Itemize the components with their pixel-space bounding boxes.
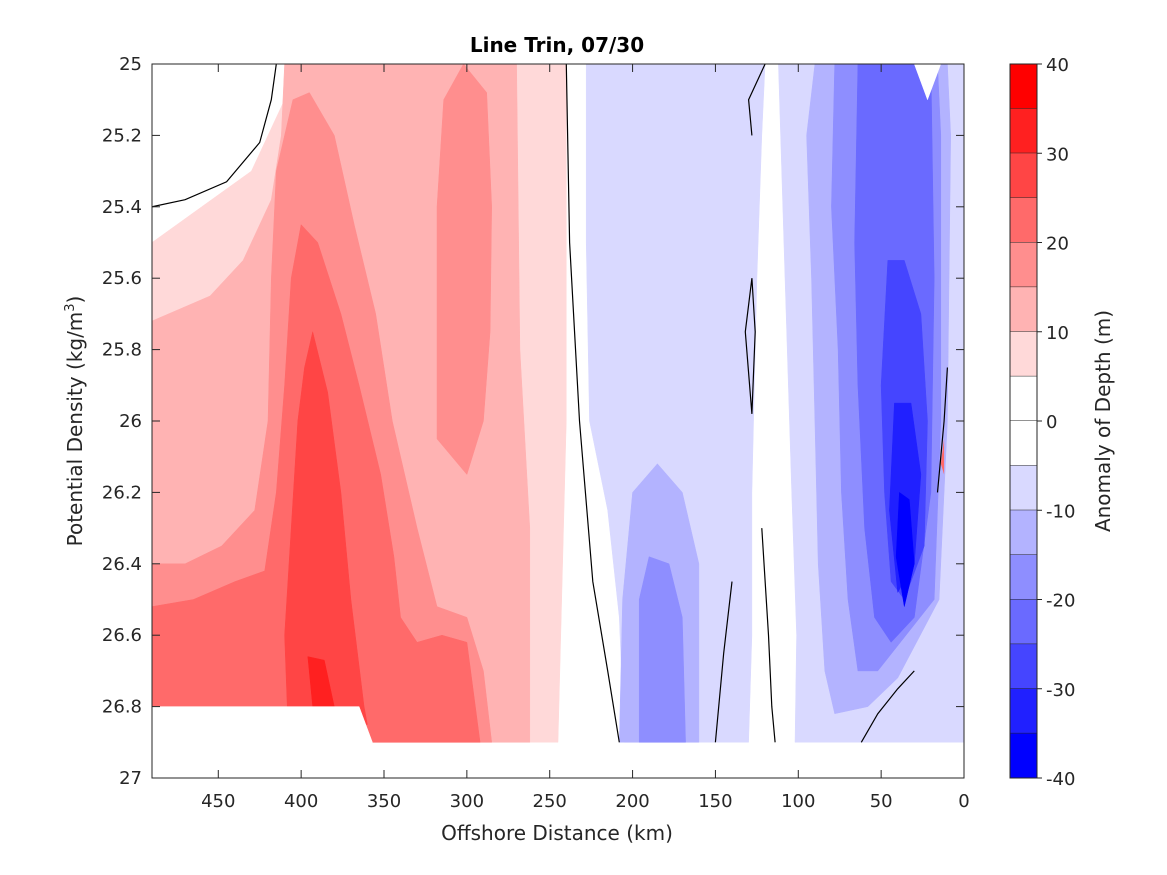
- y-tick-label: 25.6: [102, 268, 142, 289]
- colorbar-band: [1010, 376, 1037, 421]
- x-tick-label: 400: [284, 791, 318, 812]
- colorbar-label: Anomaly of Depth (m): [1091, 310, 1115, 532]
- x-tick-label: 300: [450, 791, 484, 812]
- zero-contour-line-6: [860, 670, 915, 743]
- zero-contour-line-3: [744, 278, 756, 414]
- colorbar-band: [1010, 108, 1037, 154]
- contour-region-5: [284, 331, 368, 725]
- x-tick-label: 250: [533, 791, 567, 812]
- y-tick-label: 25.2: [102, 125, 142, 146]
- contour-region-7: [152, 706, 373, 778]
- zero-contour-line-7: [936, 367, 948, 493]
- colorbar-band: [1010, 242, 1037, 288]
- contour-region-spike: [940, 438, 945, 475]
- colorbar-band: [1010, 554, 1037, 600]
- colorbar-band: [1010, 197, 1037, 243]
- contour-fills: [152, 64, 964, 778]
- x-axis-label: Offshore Distance (km): [441, 821, 673, 845]
- contour-region-12: [638, 556, 686, 743]
- colorbar-band: [1010, 465, 1037, 511]
- zero-contour-line-2: [747, 64, 766, 136]
- colorbar-band: [1010, 733, 1037, 778]
- y-axis-label-superscript: 3: [63, 303, 78, 311]
- colorbar-ticks: 40 30 20 10 0 -10 -20 -30 -40: [1037, 55, 1075, 790]
- x-tick-label: 100: [781, 791, 815, 812]
- colorbar-band: [1010, 599, 1037, 645]
- colorbar-tick-label: -30: [1046, 680, 1075, 701]
- colorbar-tick-label: -20: [1046, 591, 1075, 612]
- zero-contour-line-4: [761, 528, 776, 743]
- colorbar-tick-label: 0: [1046, 412, 1057, 433]
- y-tick-label: 25: [119, 54, 142, 75]
- zero-contour-line-5: [714, 581, 733, 743]
- x-tick-label: 450: [201, 791, 235, 812]
- y-tick-label: 27: [119, 768, 142, 789]
- contour-region-3: [436, 64, 492, 476]
- colorbar-band: [1010, 510, 1037, 555]
- x-tick-label: 50: [870, 791, 893, 812]
- y-tick-label: 26.6: [102, 625, 142, 646]
- plot-area: 450 400 350 300 250 200 150 100 50 0 2525.225.425…: [102, 54, 970, 812]
- x-tick-label: 200: [615, 791, 649, 812]
- colorbar-band: [1010, 688, 1037, 734]
- colorbar-tick-label: 20: [1046, 234, 1069, 255]
- chart-title: Line Trin, 07/30: [470, 33, 644, 57]
- x-tick-label: 150: [698, 791, 732, 812]
- colorbar-band: [1010, 644, 1037, 689]
- colorbar-tick-label: 40: [1046, 55, 1069, 76]
- y-axis: 25 25.2 25.4 25.6 25.8 26 26.2 26.4 26.6 26.8 27: [102, 54, 964, 789]
- contour-region-18: [914, 64, 942, 101]
- contour-region-17: [895, 491, 915, 607]
- x-tick-label: 0: [958, 791, 969, 812]
- zero-contours: [152, 64, 948, 743]
- x-tick-label: 350: [367, 791, 401, 812]
- colorbar-band: [1010, 153, 1037, 198]
- colorbar-band: [1010, 64, 1037, 109]
- y-tick-label: 26.8: [102, 697, 142, 718]
- colorbar-band: [1010, 331, 1037, 377]
- colorbar-tick-label: -40: [1046, 769, 1075, 790]
- colorbar-bands: [1010, 64, 1037, 779]
- y-axis-label-main: Potential Density (kg/m: [63, 312, 87, 547]
- y-tick-label: 25.8: [102, 340, 142, 361]
- y-tick-label: 25.4: [102, 197, 142, 218]
- y-tick-label: 26: [119, 411, 142, 432]
- colorbar-tick-label: -10: [1046, 501, 1075, 522]
- x-axis: 450 400 350 300 250 200 150 100 50 0: [201, 64, 970, 812]
- y-axis-label: Potential Density (kg/m3): [63, 296, 87, 547]
- y-axis-label-close: ): [63, 296, 87, 304]
- colorbar-band: [1010, 421, 1037, 466]
- y-tick-label: 26.2: [102, 482, 142, 503]
- zero-contour-line-0: [152, 64, 277, 208]
- colorbar-tick-label: 30: [1046, 144, 1069, 165]
- zero-contour-line-1: [565, 64, 620, 743]
- y-tick-label: 26.4: [102, 554, 142, 575]
- colorbar: 40 30 20 10 0 -10 -20 -30 -40 Anomaly of Depth (…: [1009, 55, 1115, 790]
- colorbar-band: [1010, 287, 1037, 332]
- colorbar-tick-label: 10: [1046, 323, 1069, 344]
